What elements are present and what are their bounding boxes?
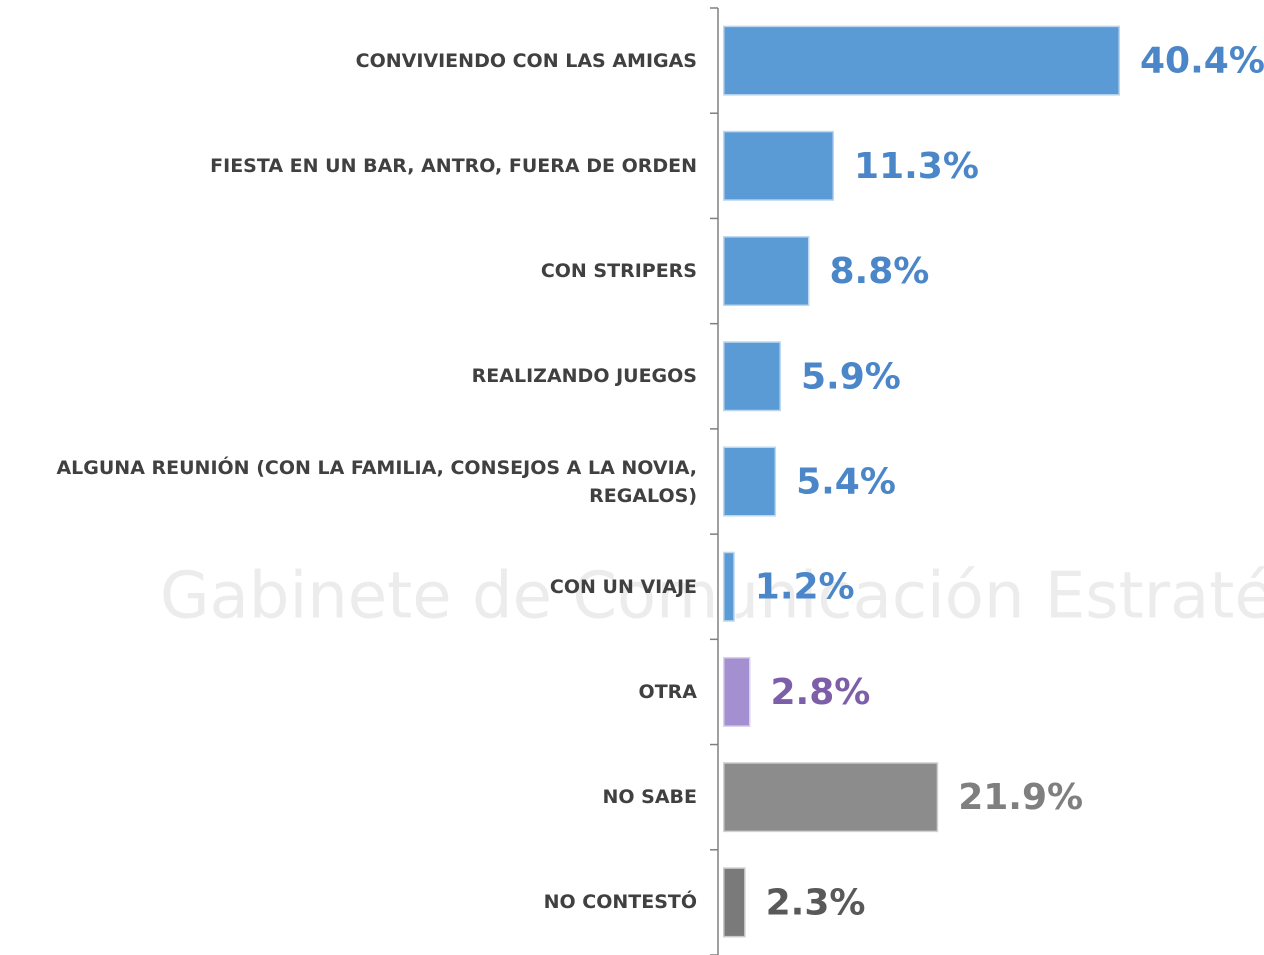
value-label: 5.9%: [801, 356, 901, 397]
watermark: Gabinete de Comunicación Estratégica: [160, 560, 1264, 634]
category-label: REALIZANDO JUEGOS: [471, 365, 697, 388]
bar: [721, 234, 811, 308]
bar: [721, 339, 783, 413]
bar: [721, 760, 940, 834]
value-label: 2.3%: [766, 882, 866, 923]
category-label: CON STRIPERS: [540, 260, 697, 283]
category-label: CONVIVIENDO CON LAS AMIGAS: [355, 49, 697, 72]
category-label: FIESTA EN UN BAR, ANTRO, FUERA DE ORDEN: [210, 154, 697, 177]
bar: [721, 550, 737, 624]
value-label: 1.2%: [755, 567, 855, 608]
value-label: 11.3%: [854, 146, 979, 187]
category-label: CON UN VIAJE: [549, 575, 697, 598]
bar: [721, 655, 753, 729]
value-label: 21.9%: [958, 777, 1083, 818]
value-label: 40.4%: [1140, 41, 1264, 82]
bar: [721, 865, 748, 939]
value-label: 8.8%: [829, 251, 929, 292]
category-label: ALGUNA REUNIÓN (CON LA FAMILIA, CONSEJOS…: [56, 456, 697, 507]
category-label: NO SABE: [602, 786, 697, 809]
value-label: 5.4%: [796, 462, 896, 503]
bar: [721, 129, 836, 203]
bar: [721, 445, 778, 518]
category-label: OTRA: [638, 680, 697, 703]
bar: [721, 24, 1122, 98]
value-label: 2.8%: [771, 672, 871, 713]
category-label: NO CONTESTÓ: [543, 891, 697, 914]
